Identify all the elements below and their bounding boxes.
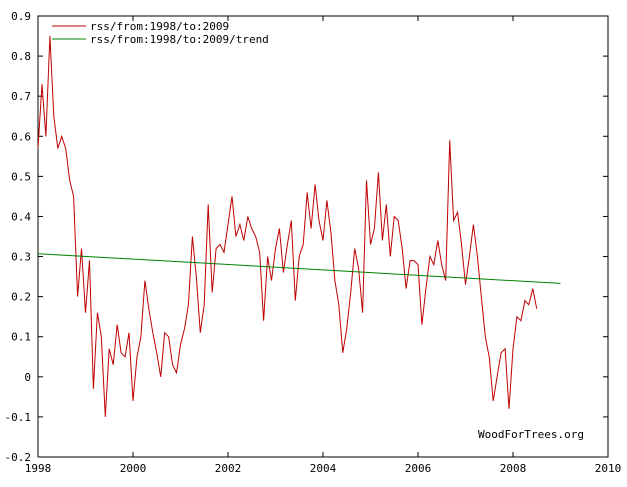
credit-label: WoodForTrees.org <box>478 428 584 441</box>
y-tick-label: 0.6 <box>11 130 31 143</box>
x-tick-label: 2004 <box>310 462 337 475</box>
x-axis: 1998 2000 2002 2004 2006 2008 2010 <box>25 16 622 475</box>
legend-label-trend: rss/from:1998/to:2009/trend <box>90 33 269 46</box>
x-tick-label: 2008 <box>500 462 527 475</box>
x-tick-label: 1998 <box>25 462 52 475</box>
x-tick-label: 2002 <box>215 462 242 475</box>
y-tick-label: -0.2 <box>5 451 32 464</box>
x-tick-label: 2006 <box>405 462 432 475</box>
x-tick-label: 2000 <box>120 462 147 475</box>
y-tick-label: -0.1 <box>5 411 32 424</box>
y-tick-label: 0.8 <box>11 50 31 63</box>
y-tick-label: 0.1 <box>11 331 31 344</box>
y-tick-label: 0 <box>24 371 31 384</box>
legend: rss/from:1998/to:2009 rss/from:1998/to:2… <box>52 20 269 46</box>
y-tick-label: 0.9 <box>11 10 31 23</box>
series-line-trend <box>37 253 561 284</box>
y-tick-label: 0.5 <box>11 170 31 183</box>
y-tick-label: 0.7 <box>11 90 31 103</box>
x-tick-label: 2010 <box>595 462 622 475</box>
series-line-rss <box>37 35 538 417</box>
y-tick-label: 0.2 <box>11 291 31 304</box>
series-layer <box>37 35 561 417</box>
legend-label-rss: rss/from:1998/to:2009 <box>90 20 229 33</box>
y-axis: -0.2 -0.1 0 0.1 0.2 0.3 0.4 0.5 0.6 0.7 0.8 0.9 <box>5 10 608 464</box>
y-tick-label: 0.4 <box>11 210 31 223</box>
y-tick-label: 0.3 <box>11 251 31 264</box>
